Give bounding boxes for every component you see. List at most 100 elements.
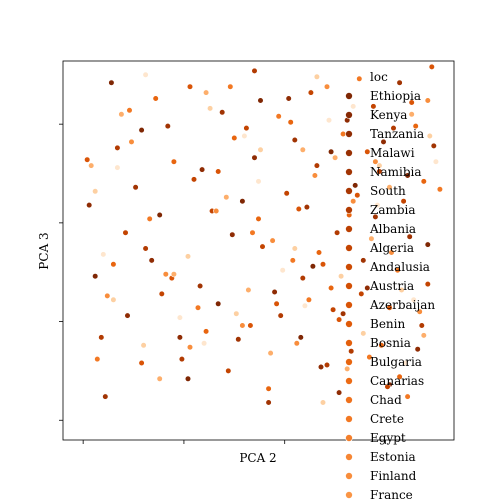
data-point xyxy=(303,204,311,211)
y-axis-label: PCA 3 xyxy=(37,232,51,269)
data-point xyxy=(336,389,343,396)
legend-label: Egypt xyxy=(370,431,406,445)
data-point xyxy=(378,342,385,349)
data-point xyxy=(354,192,361,199)
data-point xyxy=(410,296,417,303)
scatter-points xyxy=(84,63,444,406)
data-point xyxy=(146,215,153,222)
data-point xyxy=(156,375,163,382)
data-point xyxy=(118,111,125,118)
data-point xyxy=(315,249,323,256)
data-point xyxy=(243,125,250,132)
data-point xyxy=(412,122,419,130)
data-point xyxy=(313,162,321,169)
data-point xyxy=(110,261,117,268)
data-point xyxy=(328,148,335,155)
legend-marker xyxy=(345,415,353,423)
data-point xyxy=(420,178,427,185)
data-point xyxy=(88,162,95,169)
legend-label: Namibia xyxy=(370,165,422,179)
data-point xyxy=(184,253,192,260)
data-point xyxy=(360,257,367,264)
data-point xyxy=(233,310,240,317)
data-point xyxy=(380,138,387,145)
data-point xyxy=(372,158,379,165)
data-point xyxy=(239,322,246,329)
data-point xyxy=(390,125,397,132)
legend-label: Benin xyxy=(370,317,405,331)
data-point xyxy=(319,261,327,268)
data-point xyxy=(251,67,258,74)
data-point xyxy=(201,340,208,347)
data-point xyxy=(418,322,425,329)
legend-marker xyxy=(345,225,353,233)
data-point xyxy=(430,142,437,149)
data-point xyxy=(184,375,192,382)
data-point xyxy=(348,348,355,355)
data-point xyxy=(199,166,206,173)
data-point xyxy=(102,393,109,400)
legend-label: Kenya xyxy=(370,108,407,122)
legend-label: Canarias xyxy=(370,374,424,388)
data-point xyxy=(396,79,403,86)
data-point xyxy=(223,194,230,201)
data-point xyxy=(164,122,171,130)
legend-marker xyxy=(345,320,353,328)
data-point xyxy=(152,95,159,102)
data-point xyxy=(138,127,145,134)
data-point xyxy=(398,286,405,294)
data-point xyxy=(309,263,317,270)
data-point xyxy=(84,156,91,163)
legend-marker xyxy=(345,244,353,252)
data-point xyxy=(148,257,155,264)
data-point xyxy=(424,97,431,104)
data-point xyxy=(372,213,379,220)
data-point xyxy=(299,146,306,153)
data-point xyxy=(283,190,290,197)
data-point xyxy=(386,304,393,311)
axis-ticks xyxy=(59,123,386,444)
data-point xyxy=(271,288,278,296)
legend-marker xyxy=(345,187,353,195)
data-point xyxy=(364,148,371,155)
data-point xyxy=(291,245,298,252)
data-point xyxy=(203,89,210,96)
data-point xyxy=(408,111,415,118)
data-point xyxy=(336,316,343,323)
legend-label: Tanzania xyxy=(370,127,424,141)
legend-marker xyxy=(345,282,353,290)
data-point xyxy=(396,373,403,380)
legend-label: Algeria xyxy=(369,241,414,255)
data-point xyxy=(400,198,407,205)
legend-marker xyxy=(345,358,353,366)
legend-label: Bulgaria xyxy=(370,355,422,369)
data-point xyxy=(299,275,306,282)
data-point xyxy=(213,207,220,215)
legend-label: Azerbaijan xyxy=(369,298,435,312)
data-point xyxy=(277,312,284,319)
data-point xyxy=(156,211,163,219)
plot-frame xyxy=(62,60,455,441)
data-point xyxy=(114,164,121,171)
data-point xyxy=(328,284,335,292)
legend-marker xyxy=(345,168,353,176)
data-point xyxy=(241,132,248,140)
data-point xyxy=(219,109,226,116)
data-point xyxy=(352,182,359,189)
data-point xyxy=(110,296,117,303)
data-point xyxy=(364,284,371,292)
legend-marker xyxy=(345,130,353,138)
legend-label: Austria xyxy=(369,279,414,293)
legend-marker xyxy=(345,206,353,214)
data-point xyxy=(330,306,337,313)
data-point xyxy=(178,356,185,363)
legend-marker xyxy=(345,339,353,347)
legend-label: Albania xyxy=(369,222,416,236)
legend-label: Chad xyxy=(370,393,402,407)
legend-marker xyxy=(345,92,353,100)
data-point xyxy=(259,243,266,250)
data-point xyxy=(162,271,169,278)
legend-marker xyxy=(345,396,353,404)
data-point xyxy=(436,186,444,193)
